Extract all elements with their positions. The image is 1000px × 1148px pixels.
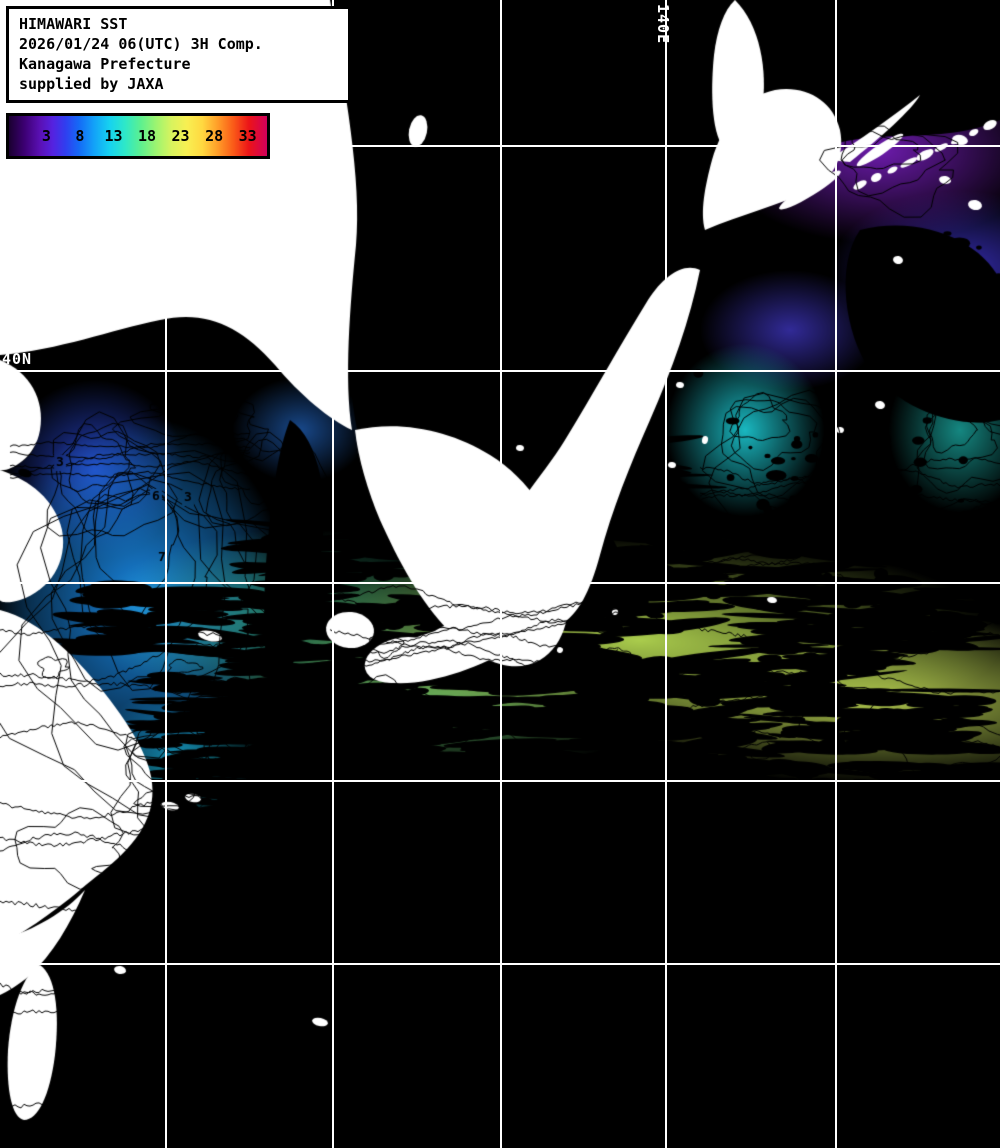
colorbar-tick-3: 3: [41, 127, 51, 145]
title-line-product: HIMAWARI SST: [19, 15, 128, 33]
colorbar-gradient: [9, 116, 267, 156]
title-panel: HIMAWARI SST 2026/01/24 06(UTC) 3H Comp.…: [6, 6, 351, 103]
colorbar-tick-13: 13: [104, 127, 123, 145]
colorbar-tick-28: 28: [205, 127, 224, 145]
colorbar-tick-8: 8: [75, 127, 85, 145]
colorbar-tick-labels: 3 8 13 18 23 28 33: [9, 116, 267, 156]
colorbar-tick-23: 23: [171, 127, 190, 145]
longitude-label-140e: 140E: [654, 4, 672, 45]
title-line-region: Kanagawa Prefecture: [19, 55, 191, 73]
colorbar: 3 8 13 18 23 28 33: [6, 113, 270, 159]
colorbar-tick-18: 18: [137, 127, 157, 145]
title-line-datetime: 2026/01/24 06(UTC) 3H Comp.: [19, 35, 263, 53]
latitude-label-40n: 40N: [2, 350, 33, 368]
colorbar-tick-33: 33: [238, 127, 257, 145]
title-line-supplier: supplied by JAXA: [19, 75, 164, 93]
